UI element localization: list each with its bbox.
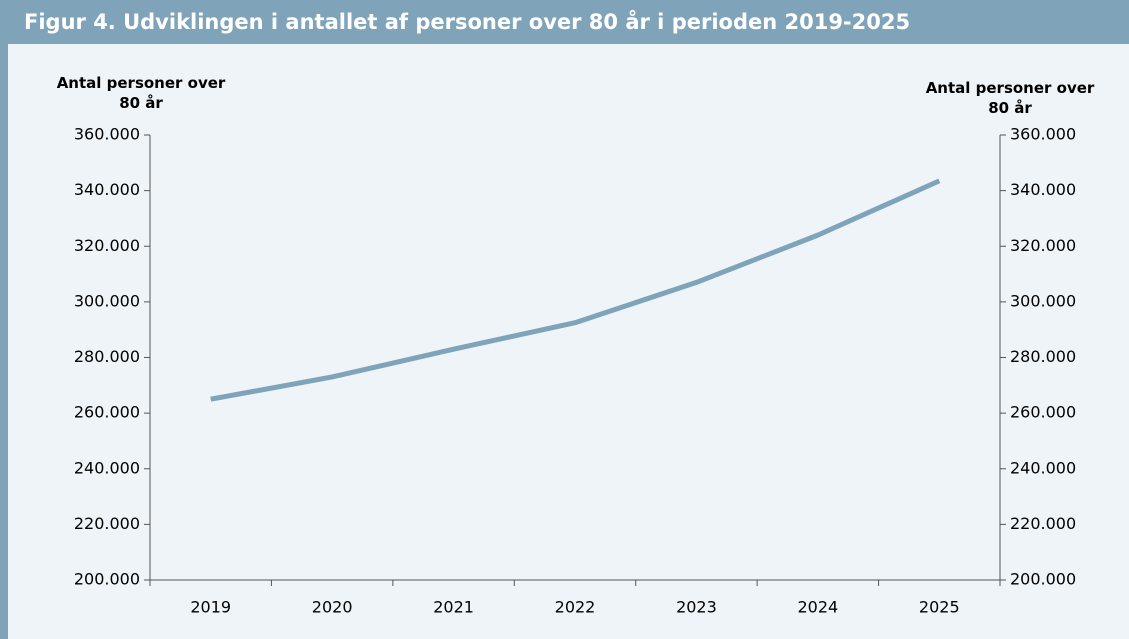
x-tick-label: 2019 bbox=[190, 598, 231, 617]
y-tick-label: 360.000 bbox=[74, 125, 140, 144]
y2-tick-label: 360.000 bbox=[1010, 125, 1076, 144]
data-line bbox=[210, 178, 941, 402]
x-tick-label: 2025 bbox=[919, 598, 960, 617]
y-tick-label: 240.000 bbox=[74, 458, 140, 477]
y2-tick-label: 300.000 bbox=[1010, 291, 1076, 310]
y2-tick-label: 340.000 bbox=[1010, 180, 1076, 199]
chart-title: Figur 4. Udviklingen i antallet af perso… bbox=[0, 0, 1129, 44]
y-tick-label: 300.000 bbox=[74, 291, 140, 310]
x-tick-label: 2024 bbox=[797, 598, 838, 617]
x-tick-label: 2022 bbox=[555, 598, 596, 617]
y-tick-label: 280.000 bbox=[74, 347, 140, 366]
x-tick-label: 2023 bbox=[676, 598, 717, 617]
y2-tick-label: 240.000 bbox=[1010, 458, 1076, 477]
left-edge bbox=[0, 44, 8, 639]
y2-tick-label: 200.000 bbox=[1010, 570, 1076, 589]
y2-tick-label: 280.000 bbox=[1010, 347, 1076, 366]
y2-axis-label: Antal personer over 80 år bbox=[925, 79, 1095, 117]
x-tick-label: 2020 bbox=[312, 598, 353, 617]
y-tick-label: 340.000 bbox=[74, 180, 140, 199]
y2-tick-label: 220.000 bbox=[1010, 514, 1076, 533]
y-tick-label: 260.000 bbox=[74, 403, 140, 422]
y2-tick-label: 260.000 bbox=[1010, 403, 1076, 422]
y-tick-label: 220.000 bbox=[74, 514, 140, 533]
y-tick-label: 320.000 bbox=[74, 236, 140, 255]
y2-tick-label: 320.000 bbox=[1010, 236, 1076, 255]
y-axis-label: Antal personer over 80 år bbox=[56, 74, 226, 112]
x-tick-label: 2021 bbox=[433, 598, 474, 617]
y-tick-label: 200.000 bbox=[74, 570, 140, 589]
